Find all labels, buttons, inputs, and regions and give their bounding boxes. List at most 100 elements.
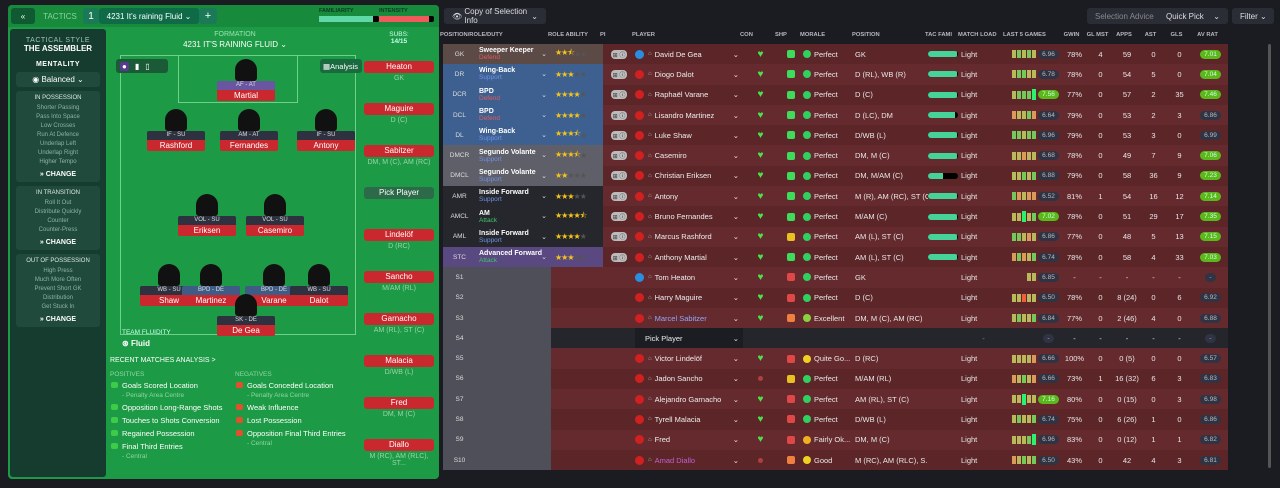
lock-icon[interactable]: ⌂ xyxy=(648,416,652,423)
player-name[interactable]: Jadon Sancho xyxy=(654,374,703,384)
column-header[interactable]: POSITION/ROLE/DUTY xyxy=(440,32,503,38)
lock-icon[interactable]: ⌂ xyxy=(648,375,652,382)
column-header[interactable]: LAST 5 GAMES xyxy=(1003,32,1046,38)
view-selector[interactable]: 👁 Copy of Selection Info ⌄ xyxy=(444,7,546,25)
player-instructions-icon[interactable]: ⊞ ⓘ xyxy=(603,166,635,186)
chevron-down-icon[interactable]: ⌄ xyxy=(1213,11,1220,21)
player-instructions-icon[interactable]: ⊞ ⓘ xyxy=(603,227,635,247)
analysis-button[interactable]: ▦ Analysis xyxy=(320,59,362,73)
column-header[interactable]: CON xyxy=(740,32,753,38)
lock-icon[interactable]: ⌂ xyxy=(648,71,652,78)
chevron-down-icon[interactable]: ⌄ xyxy=(541,172,547,180)
chevron-down-icon[interactable]: ⌄ xyxy=(732,151,739,161)
player-instructions-icon[interactable]: ⊞ ⓘ xyxy=(603,85,635,105)
player-name[interactable]: Martial xyxy=(217,90,275,101)
player-select[interactable]: ⌂ Anthony Martial ⌄ xyxy=(635,247,743,267)
player-name[interactable]: Amad Diallo xyxy=(654,455,696,465)
column-header[interactable]: POSITION xyxy=(852,32,880,38)
chevron-down-icon[interactable]: ⌄ xyxy=(541,152,547,160)
player-select[interactable]: ⌂ Christian Eriksen ⌄ xyxy=(635,166,743,186)
chevron-down-icon[interactable]: ⌄ xyxy=(732,232,739,242)
sub-slot[interactable]: Pick Player xyxy=(364,187,434,201)
player-role[interactable]: AM - AT xyxy=(220,131,278,140)
player-select[interactable]: ⌂ Harry Maguire ⌄ xyxy=(635,288,743,308)
filter-button[interactable]: Filter ⌄ xyxy=(1232,8,1274,24)
player-name[interactable]: Casemiro xyxy=(246,225,304,236)
column-header[interactable]: GWIN xyxy=(1063,32,1080,38)
chevron-down-icon[interactable]: ⌄ xyxy=(732,313,739,323)
player-instructions-icon[interactable]: ⊞ ⓘ xyxy=(603,105,635,125)
player-role[interactable]: WB - SU xyxy=(290,286,348,295)
table-row[interactable]: AML Inside Forward Support ⌄ ★★★★ ★ ⊞ ⓘ ⌂ Marcus… xyxy=(443,226,1228,247)
table-row[interactable]: S3 ⌂ Marcel Sabitzer ⌄ ♥ Excellent DM, M (C), … xyxy=(443,307,1228,329)
pitch-player[interactable]: WB - SU Shaw xyxy=(140,264,198,306)
player-name[interactable]: Marcel Sabitzer xyxy=(654,313,707,323)
player-select[interactable]: ⌂ Raphaël Varane ⌄ xyxy=(635,85,743,105)
chevron-down-icon[interactable]: ⌄ xyxy=(732,354,739,364)
player-name[interactable]: Diogo Dalot xyxy=(654,69,694,79)
sub-slot[interactable]: Sancho M/AM (RL) xyxy=(364,271,434,292)
player-instructions-icon[interactable]: ⊞ ⓘ xyxy=(603,125,635,145)
chevron-down-icon[interactable]: ⌄ xyxy=(541,71,547,79)
sub-name[interactable]: Diallo xyxy=(364,439,434,451)
change-button[interactable]: » CHANGE xyxy=(18,239,98,246)
player-name[interactable]: Anthony Martial xyxy=(654,252,707,262)
chevron-down-icon[interactable]: ⌄ xyxy=(732,455,739,465)
chevron-down-icon[interactable]: ⌄ xyxy=(541,213,547,221)
chevron-down-icon[interactable]: ⌄ xyxy=(732,394,739,404)
player-name[interactable]: Bruno Fernandes xyxy=(654,212,713,222)
player-name[interactable]: Antony xyxy=(654,191,678,201)
chevron-down-icon[interactable]: ⌄ xyxy=(732,414,739,424)
role-duty-select[interactable]: Advanced Forward Attack ⌄ xyxy=(476,246,551,268)
chevron-down-icon[interactable]: ⌄ xyxy=(541,193,547,201)
sub-slot[interactable]: Fred DM, M (C) xyxy=(364,397,434,418)
player-name[interactable]: Christian Eriksen xyxy=(654,171,712,181)
chevron-down-icon[interactable]: ⌄ xyxy=(732,49,739,59)
player-select[interactable]: Pick Player ⌄ xyxy=(635,328,743,349)
pitch-player[interactable]: IF - SU Antony xyxy=(297,109,355,151)
selection-advice-button[interactable]: Selection Advice xyxy=(1087,8,1162,24)
sub-name[interactable]: Maguire xyxy=(364,103,434,115)
chevron-down-icon[interactable]: ⌄ xyxy=(541,91,547,99)
player-select[interactable]: ⌂ Marcel Sabitzer ⌄ xyxy=(635,308,743,328)
player-name[interactable]: Varane xyxy=(245,295,303,306)
player-name[interactable]: Victor Lindelöf xyxy=(654,354,703,364)
table-row[interactable]: DCL BPD Defend ⌄ ★★★★ ★ ⊞ ⓘ ⌂ Lisandro Martinez ⌄… xyxy=(443,104,1228,126)
bar-chart-icon[interactable]: ▮ xyxy=(134,61,140,71)
player-select[interactable]: ⌂ Bruno Fernandes ⌄ xyxy=(635,206,743,226)
role-duty-select[interactable]: Sweeper Keeper Defend ⌄ xyxy=(476,44,551,65)
table-row[interactable]: S2 ⌂ Harry Maguire ⌄ ♥ Perfect D (C) Light 6.50 7… xyxy=(443,287,1228,308)
player-role[interactable]: BPD - DE xyxy=(182,286,240,295)
chevron-down-icon[interactable]: ⌄ xyxy=(732,90,739,100)
role-duty-select[interactable]: Segundo Volante Support ⌄ xyxy=(476,165,551,187)
sub-slot[interactable]: Maguire D (C) xyxy=(364,103,434,124)
player-name[interactable]: Eriksen xyxy=(178,225,236,236)
role-duty-select[interactable]: Wing-Back Support ⌄ xyxy=(476,64,551,85)
add-tactic-button[interactable]: + xyxy=(199,8,217,24)
chevron-down-icon[interactable]: ⌄ xyxy=(732,171,739,181)
player-role[interactable]: AF - AT xyxy=(217,81,275,90)
chevron-down-icon[interactable]: ⌄ xyxy=(732,69,739,79)
player-name[interactable]: Fernandes xyxy=(220,140,278,151)
table-row[interactable]: STC Advanced Forward Attack ⌄ ★★★ ★ ★ ⊞ ⓘ ⌂ Antho… xyxy=(443,246,1228,268)
lock-icon[interactable]: ⌂ xyxy=(648,152,652,159)
column-header[interactable]: MATCH LOAD xyxy=(958,32,997,38)
change-button[interactable]: » CHANGE xyxy=(18,171,98,178)
quick-pick-button[interactable]: Quick Pick ⌄ xyxy=(1158,8,1228,24)
formation-selector[interactable]: 4231 IT'S RAINING FLUID ⌄ xyxy=(183,40,287,49)
sub-slot[interactable]: Sabitzer DM, M (C), AM (RC) xyxy=(364,145,434,166)
sub-name[interactable]: Sancho xyxy=(364,271,434,283)
lock-icon[interactable]: ⌂ xyxy=(648,172,652,179)
chevron-down-icon[interactable]: ⌄ xyxy=(732,130,739,140)
column-header[interactable]: MORALE xyxy=(800,32,826,38)
player-name[interactable]: Harry Maguire xyxy=(654,293,703,303)
column-header[interactable]: ROLE ABILITY xyxy=(548,32,589,38)
lock-icon[interactable]: ⌂ xyxy=(648,112,652,119)
player-select[interactable]: ⌂ Antony ⌄ xyxy=(635,186,743,206)
tactic-selector[interactable]: 4231 It's raining Fluid ⌄ xyxy=(99,8,199,24)
player-name[interactable]: Luke Shaw xyxy=(654,130,692,140)
table-row[interactable]: S5 ⌂ Victor Lindelöf ⌄ ♥ Quite Go... D (RC) Lig… xyxy=(443,348,1228,369)
lock-icon[interactable]: ⌂ xyxy=(648,274,652,281)
column-header[interactable]: SHP xyxy=(775,32,787,38)
player-instructions-icon[interactable]: ⊞ ⓘ xyxy=(603,186,635,206)
